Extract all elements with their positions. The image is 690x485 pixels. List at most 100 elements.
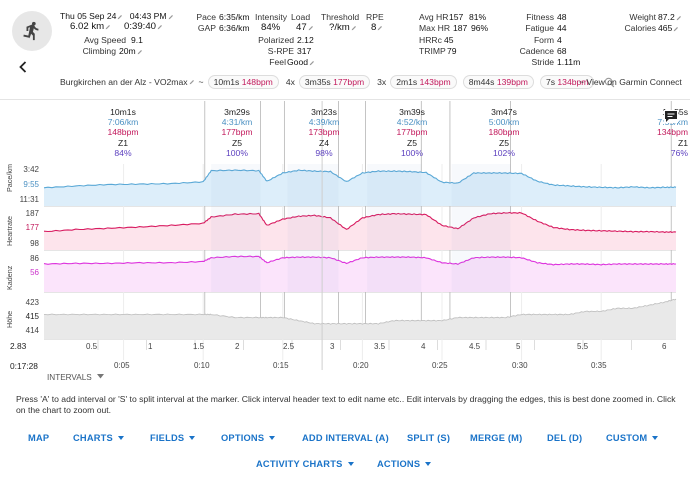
trimp-value: 79	[447, 46, 457, 56]
time-tick: 0:25	[432, 361, 448, 370]
interval-header[interactable]: 3m29s 4:31/km 177bpm Z5 100%	[212, 107, 262, 158]
interval-pace: 5:00/km	[488, 117, 520, 128]
altitude-panel-area	[44, 299, 676, 339]
distance-tick: 5.5	[577, 342, 589, 351]
comment-icon[interactable]	[664, 110, 678, 123]
srpe-value: 317	[297, 46, 312, 56]
interval-header[interactable]: 10m1s 7:06/km 148bpm Z1 84%	[88, 107, 158, 158]
altitude-axis-top: 423	[25, 298, 39, 307]
work-interval-shade	[451, 164, 511, 292]
split-button[interactable]: SPLIT (S)	[407, 433, 450, 443]
caret-down-icon	[117, 436, 124, 440]
weight-label: Weight	[629, 12, 656, 22]
distance-tick: 4	[421, 342, 426, 351]
interval-pill[interactable]: 10m1s 148bpm	[207, 75, 279, 89]
interval-header[interactable]: 3m23s 4:39/km 173bpm Z4 98%	[299, 107, 349, 158]
pill-time: 8m44s	[468, 77, 495, 87]
delete-button[interactable]: DEL (D)	[547, 433, 582, 443]
charts-button-label: CHARTS	[73, 433, 113, 443]
actions-button[interactable]: ACTIONS	[377, 459, 432, 469]
trimp-label: TRIMP	[419, 46, 446, 56]
interval-zone: Z4	[318, 137, 330, 148]
work-interval-shade	[211, 164, 261, 292]
interval-zone: Z5	[406, 137, 418, 148]
intensity-label: Intensity	[255, 12, 288, 22]
search-icon[interactable]	[604, 77, 615, 88]
load-text: 47	[296, 22, 307, 33]
pace-value: 6:35/km	[219, 12, 250, 22]
edit-pencil-icon	[351, 26, 356, 31]
interval-time: 3m47s	[491, 107, 517, 117]
edit-pencil-icon	[378, 26, 383, 31]
activity-charts-button[interactable]: ACTIVITY CHARTS	[256, 459, 354, 469]
split-button-label: SPLIT (S)	[407, 433, 451, 443]
interval-header[interactable]: 3m47s 5:00/km 180bpm Z5 102%	[478, 107, 530, 158]
pace-label: Pace	[196, 12, 216, 22]
garmin-connect-link[interactable]: ~ View on Garmin Connect	[579, 77, 682, 87]
climbing-value[interactable]: 20m	[119, 46, 143, 56]
merge-button-label: MERGE (M)	[470, 433, 523, 443]
load-value[interactable]: 47	[296, 22, 314, 33]
srpe-label: S-RPE	[267, 46, 294, 56]
options-button[interactable]: OPTIONS	[221, 433, 276, 443]
interval-pace: 4:39/km	[308, 117, 340, 128]
chart-canvas[interactable]	[0, 101, 690, 387]
merge-button[interactable]: MERGE (M)	[470, 433, 522, 443]
cadence-axis-top: 86	[30, 254, 39, 263]
hr-axis-bottom: 98	[30, 239, 39, 248]
fields-button[interactable]: FIELDS	[150, 433, 196, 443]
calories-value[interactable]: 465	[658, 23, 679, 33]
activity-date[interactable]: Thu 05 Sep 24 04:43 PM	[60, 11, 174, 21]
rpe-value[interactable]: 8	[371, 22, 383, 33]
edit-pencil-icon	[308, 26, 313, 31]
charts-button[interactable]: CHARTS	[73, 433, 124, 443]
activity-distance[interactable]: 6.02 km	[70, 21, 111, 32]
threshold-value[interactable]: ?/km	[329, 22, 357, 33]
interval-pill[interactable]: 2m1s 143bpm	[390, 75, 457, 89]
add-interval-button[interactable]: ADD INTERVAL (A)	[302, 433, 389, 443]
load-label: Load	[291, 12, 311, 22]
feel-value[interactable]: Good	[287, 57, 315, 67]
caret-down-icon	[425, 462, 432, 466]
activity-name[interactable]: Burgkirchen an der Alz - VO2max	[60, 77, 188, 87]
interval-pill[interactable]: 3m35s 177bpm	[298, 75, 371, 89]
hr-cursor-value: 177	[25, 223, 39, 232]
interval-pill[interactable]: 8m44s 139bpm	[462, 75, 534, 89]
gap-value: 6:36/km	[219, 23, 250, 33]
custom-button[interactable]: CUSTOM	[606, 433, 659, 443]
avg-hr-label: Avg HR	[419, 12, 449, 22]
chevron-left-icon	[19, 61, 27, 73]
activity-charts[interactable]	[0, 101, 690, 387]
pill-bpm: 148bpm	[241, 77, 273, 87]
map-button[interactable]: MAP	[28, 433, 49, 443]
intervals-toggle[interactable]: INTERVALS	[47, 373, 105, 382]
edit-pencil-icon	[309, 61, 314, 66]
interval-time: 10m1s	[110, 107, 136, 117]
interval-pill[interactable]: 7s 134bpm	[539, 75, 595, 89]
interval-hr: 177bpm	[221, 127, 253, 138]
fields-button-label: FIELDS	[150, 433, 185, 443]
pace-panel-area	[44, 169, 676, 206]
caret-down-icon	[269, 436, 276, 440]
pill-time: 3m35s	[304, 77, 331, 87]
interval-hr: 148bpm	[107, 127, 139, 138]
interval-effort: 84%	[114, 147, 132, 158]
activity-type-avatar[interactable]	[12, 11, 52, 51]
feel-text: Good	[287, 57, 309, 67]
interval-header[interactable]: 3m39s 4:52/km 177bpm Z5 100%	[386, 107, 438, 158]
distance-cursor-value: 2.83	[10, 341, 27, 351]
interval-hr: 134bpm	[656, 127, 688, 138]
pill-bpm: 134bpm	[557, 77, 589, 87]
interval-pace: 4:31/km	[221, 117, 253, 128]
back-button[interactable]	[16, 60, 30, 74]
weight-value[interactable]: 87.2	[658, 12, 682, 22]
activity-duration[interactable]: 0:39:40	[124, 21, 163, 32]
interval-zone: Z1	[117, 137, 129, 148]
interval-hr: 177bpm	[396, 127, 428, 138]
intervals-toggle-label: INTERVALS	[47, 373, 92, 382]
distance-value: 6.02 km	[70, 21, 105, 32]
caret-down-icon	[97, 374, 105, 379]
edit-pencil-icon	[118, 15, 123, 20]
max-hr-label: Max HR	[419, 23, 451, 33]
pill-time: 10m1s	[213, 77, 240, 87]
